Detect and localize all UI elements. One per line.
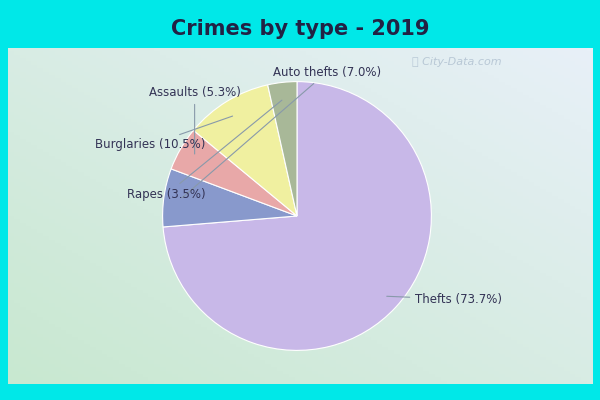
Wedge shape xyxy=(171,130,297,216)
Text: Thefts (73.7%): Thefts (73.7%) xyxy=(387,293,502,306)
Text: Auto thefts (7.0%): Auto thefts (7.0%) xyxy=(182,66,380,198)
Wedge shape xyxy=(163,82,431,350)
Text: Burglaries (10.5%): Burglaries (10.5%) xyxy=(95,116,233,151)
Wedge shape xyxy=(163,169,297,227)
Text: Crimes by type - 2019: Crimes by type - 2019 xyxy=(171,19,429,39)
Wedge shape xyxy=(193,85,297,216)
Wedge shape xyxy=(268,82,297,216)
Text: Rapes (3.5%): Rapes (3.5%) xyxy=(127,100,282,201)
Text: Assaults (5.3%): Assaults (5.3%) xyxy=(149,86,241,154)
Text: ⓘ City-Data.com: ⓘ City-Data.com xyxy=(412,58,501,68)
